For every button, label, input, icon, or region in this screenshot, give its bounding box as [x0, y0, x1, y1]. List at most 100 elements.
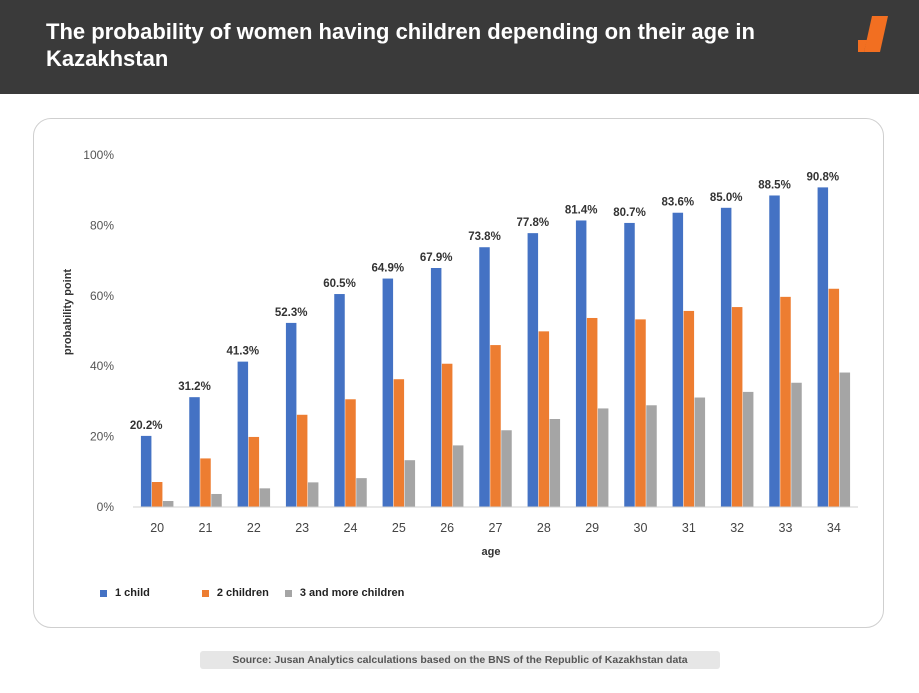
x-tick-label: 32	[730, 521, 744, 535]
bars: 20.2% 31.2% 41.3% 52.3% 60.5% 64.9% 67.9% 73.8%…	[130, 171, 851, 508]
legend-swatch	[201, 589, 209, 597]
bar-3-and-more-children-33	[791, 382, 802, 507]
data-label: 90.8%	[807, 171, 840, 183]
bar-3-and-more-children-26	[452, 445, 464, 507]
bar-3-and-more-children-20	[162, 501, 174, 507]
bar-1-child-31	[672, 212, 684, 507]
x-tick-label: 26	[440, 521, 454, 535]
x-tick-label: 20	[150, 521, 164, 535]
brand-logo-icon	[858, 16, 888, 52]
x-axis: 20 21 22 23 24 25 26 27 28 29 30 31 32 33 34	[133, 506, 858, 535]
data-label: 60.5%	[323, 278, 356, 290]
bar-3-and-more-children-25	[404, 460, 416, 507]
bar-3-and-more-children-29	[597, 408, 609, 507]
x-tick-label: 34	[827, 521, 841, 535]
bar-1-child-32	[720, 207, 732, 508]
bar-2-children-33	[780, 296, 791, 507]
bar-3-and-more-children-24	[356, 478, 367, 507]
bar-3-and-more-children-21	[211, 493, 222, 507]
legend-label: 3 and more children	[299, 587, 405, 599]
x-tick-label: 27	[489, 521, 503, 535]
bar-3-and-more-children-32	[742, 391, 754, 507]
bar-3-and-more-children-31	[694, 397, 706, 507]
data-label: 67.9%	[420, 252, 453, 264]
data-label: 20.2%	[130, 420, 163, 432]
bar-3-and-more-children-27	[501, 430, 512, 507]
x-axis-title: age	[482, 546, 501, 558]
x-tick-label: 33	[779, 521, 793, 535]
x-tick-label: 22	[247, 521, 261, 535]
bar-1-child-33	[769, 195, 780, 508]
y-axis-title: probability point	[62, 269, 74, 355]
y-tick-label: 40%	[90, 359, 114, 373]
bar-3-and-more-children-28	[549, 419, 561, 507]
bar-3-and-more-children-23	[307, 482, 319, 507]
x-tick-label: 21	[199, 521, 213, 535]
header-bar: The probability of women having children…	[0, 0, 919, 94]
bar-2-children-29	[586, 317, 598, 507]
legend-swatch	[100, 589, 107, 597]
bar-2-children-32	[731, 307, 743, 507]
bar-1-child-24	[334, 294, 345, 507]
x-tick-label: 30	[634, 521, 648, 535]
legend-item-1-child: 1 child	[100, 587, 150, 599]
bar-1-child-26	[430, 267, 442, 507]
chart-legend: 1 child 2 children 3 and more children	[100, 585, 436, 601]
data-label: 73.8%	[468, 231, 501, 243]
bar-3-and-more-children-30	[646, 405, 657, 507]
bar-1-child-21	[189, 397, 200, 507]
x-tick-label: 31	[682, 521, 696, 535]
bar-2-children-21	[200, 458, 211, 507]
bar-2-children-23	[296, 414, 308, 507]
bar-1-child-30	[624, 222, 635, 507]
bar-3-and-more-children-22	[259, 488, 271, 507]
legend-item-3-plus-children: 3 and more children	[284, 587, 405, 599]
data-label: 81.4%	[565, 204, 598, 216]
data-label: 83.6%	[662, 197, 695, 209]
y-tick-label: 60%	[90, 289, 114, 303]
bar-1-child-23	[285, 322, 297, 507]
bar-1-child-22	[237, 361, 249, 507]
bar-3-and-more-children-34	[839, 372, 851, 507]
x-tick-label: 24	[344, 521, 358, 535]
x-tick-label: 28	[537, 521, 551, 535]
bar-2-children-27	[490, 345, 501, 507]
bar-1-child-27	[479, 247, 490, 507]
data-label: 31.2%	[178, 381, 211, 393]
bar-1-child-29	[575, 220, 587, 508]
x-tick-label: 23	[295, 521, 309, 535]
bar-2-children-22	[248, 436, 260, 507]
data-label: 85.0%	[710, 192, 743, 204]
y-tick-label: 0%	[97, 500, 115, 514]
bar-1-child-34	[817, 187, 829, 507]
legend-label: 2 children	[216, 587, 269, 599]
bar-2-children-25	[393, 379, 405, 507]
page-title: The probability of women having children…	[46, 19, 755, 71]
bar-2-children-28	[538, 331, 550, 507]
bar-1-child-25	[382, 278, 394, 507]
x-tick-label: 25	[392, 521, 406, 535]
legend-item-2-children: 2 children	[201, 587, 269, 599]
data-label: 64.9%	[372, 263, 405, 275]
bar-1-child-28	[527, 233, 539, 508]
x-tick-label: 29	[585, 521, 599, 535]
bar-2-children-24	[345, 399, 356, 507]
data-label: 80.7%	[613, 207, 646, 219]
bar-1-child-20	[140, 435, 152, 507]
data-label: 77.8%	[517, 217, 550, 229]
y-axis: 0% 20% 40% 60% 80% 100%	[83, 148, 114, 514]
data-label: 52.3%	[275, 307, 308, 319]
bar-2-children-31	[683, 310, 695, 507]
data-label: 88.5%	[758, 179, 791, 191]
data-label: 41.3%	[227, 346, 260, 358]
y-tick-label: 20%	[90, 430, 114, 444]
y-tick-label: 80%	[90, 218, 114, 232]
bar-2-children-26	[441, 363, 453, 507]
y-tick-label: 100%	[83, 148, 114, 162]
bar-2-children-20	[151, 482, 163, 507]
source-note: Source: Jusan Analytics calculations bas…	[200, 651, 720, 669]
legend-swatch	[284, 589, 292, 597]
bar-2-children-30	[635, 319, 646, 507]
bar-2-children-34	[828, 288, 840, 507]
